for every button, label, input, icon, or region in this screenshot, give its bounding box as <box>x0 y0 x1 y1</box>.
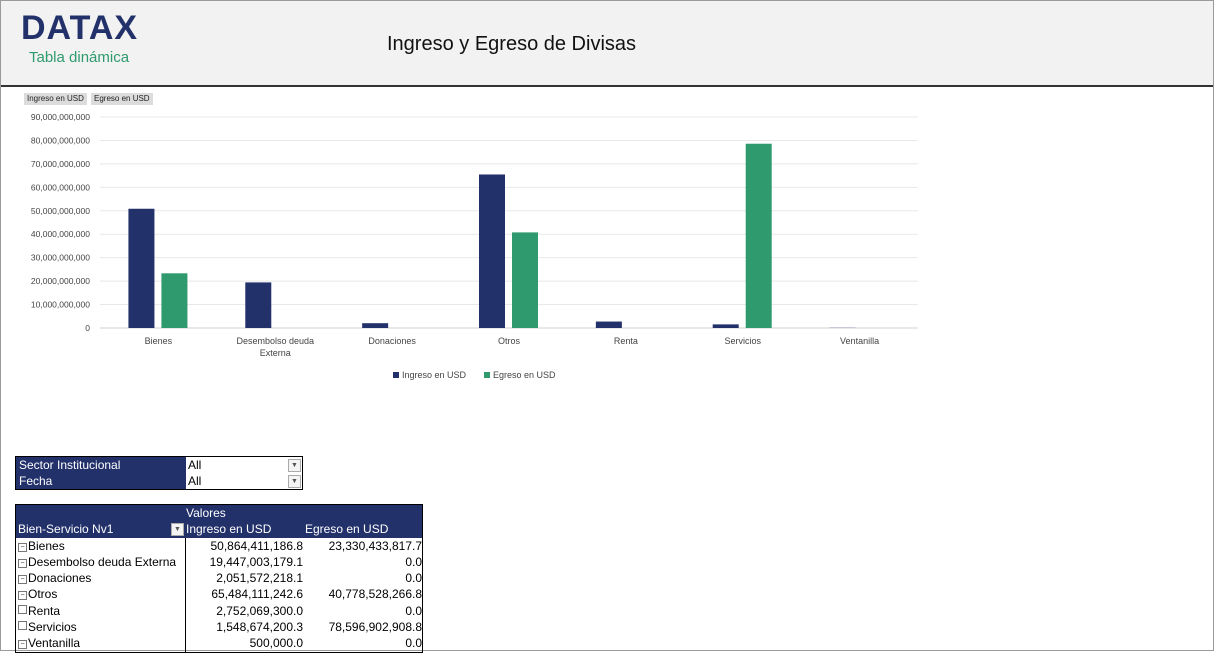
row-label: Otros <box>28 587 58 602</box>
table-row: − Ventanilla 500,000.0 0.0 <box>16 635 422 652</box>
filter-dropdown-icon[interactable]: ▼ <box>171 523 184 537</box>
y-tick-label: 90,000,000,000 <box>31 112 90 122</box>
expand-collapse-icon[interactable]: − <box>18 542 27 552</box>
x-tick-label: Ventanilla <box>840 336 879 346</box>
y-tick-label: 60,000,000,000 <box>31 182 90 192</box>
table-row: Renta 2,752,069,300.0 0.0 <box>16 602 422 620</box>
expand-collapse-icon[interactable]: − <box>18 591 27 601</box>
row-label: Bienes <box>28 538 65 553</box>
filter-panel: Sector Institucional All ▼ Fecha All ▼ <box>15 456 303 490</box>
expand-collapse-icon[interactable]: − <box>18 558 27 568</box>
table-row: − Bienes 50,864,411,186.8 23,330,433,817.7 <box>16 537 422 554</box>
filter-label: Sector Institucional <box>16 457 186 473</box>
bar-ingreso[interactable] <box>712 324 739 328</box>
x-tick-label: Desembolso deuda <box>237 336 315 346</box>
expand-collapse-icon[interactable] <box>18 621 27 631</box>
ingreso-cell: 65,484,111,242.6 <box>211 587 303 602</box>
y-tick-label: 50,000,000,000 <box>31 206 90 216</box>
filter-fecha: Fecha All ▼ <box>16 473 302 489</box>
bar-egreso[interactable] <box>745 143 772 328</box>
y-tick-label: 0 <box>85 323 90 333</box>
column-header: Ingreso en USD <box>186 522 272 537</box>
x-tick-label: Bienes <box>145 336 173 346</box>
bar-ingreso[interactable] <box>128 208 155 328</box>
table-row: − Otros 65,484,111,242.6 40,778,528,266.8 <box>16 586 422 603</box>
legend-swatch <box>393 372 399 378</box>
bar-ingreso[interactable] <box>245 282 272 328</box>
expand-collapse-icon[interactable]: − <box>18 640 27 650</box>
row-label: Renta <box>28 603 61 618</box>
filter-value: All <box>188 474 202 488</box>
bar-egreso[interactable] <box>161 273 188 328</box>
bar-egreso[interactable] <box>512 232 538 328</box>
row-label: Donaciones <box>28 571 92 586</box>
header: DATAX Tabla dinámica Ingreso y Egreso de… <box>1 1 1213 87</box>
filter-value: All <box>188 458 202 472</box>
y-tick-label: 40,000,000,000 <box>31 229 90 239</box>
column-header: Egreso en USD <box>305 522 389 537</box>
values-label: Valores <box>186 506 226 520</box>
bar-ingreso[interactable] <box>479 174 505 328</box>
filter-sector-dropdown[interactable]: All ▼ <box>186 457 302 473</box>
bar-ingreso[interactable] <box>362 323 389 328</box>
row-label: Desembolso deuda Externa <box>28 554 177 569</box>
filter-fecha-dropdown[interactable]: All ▼ <box>186 473 302 489</box>
field-button-ingreso[interactable]: Ingreso en USD <box>24 93 87 105</box>
expand-collapse-icon[interactable]: − <box>18 575 27 585</box>
x-tick-label: Servicios <box>724 336 761 346</box>
ingreso-cell: 19,447,003,179.1 <box>209 554 303 569</box>
legend-label: Ingreso en USD <box>402 370 467 380</box>
egreso-cell: 23,330,433,817.7 <box>328 538 422 553</box>
x-tick-label: Donaciones <box>368 336 416 346</box>
pivot-table: Valores Bien-Servicio Nv1 ▼ Ingreso en USD… <box>15 504 423 653</box>
x-tick-label: Otros <box>498 336 521 346</box>
subtitle: Tabla dinámica <box>29 49 130 66</box>
y-tick-label: 20,000,000,000 <box>31 276 90 286</box>
egreso-cell: 78,596,902,908.8 <box>328 620 422 635</box>
x-tick-label: Renta <box>614 336 638 346</box>
egreso-cell: 0.0 <box>405 636 422 651</box>
ingreso-cell: 500,000.0 <box>249 636 303 651</box>
table-row: − Donaciones 2,051,572,218.1 0.0 <box>16 570 422 587</box>
row-label: Servicios <box>28 620 77 635</box>
bar-ingreso[interactable] <box>595 321 622 328</box>
row-header: Bien-Servicio Nv1 <box>18 522 114 537</box>
y-tick-label: 10,000,000,000 <box>31 300 90 310</box>
ingreso-cell: 2,051,572,218.1 <box>216 571 303 586</box>
egreso-cell: 40,778,528,266.8 <box>328 587 422 602</box>
x-tick-label: Externa <box>260 348 291 358</box>
ingreso-cell: 50,864,411,186.8 <box>210 538 303 553</box>
bar-chart: 0 10,000,000,000 20,000,000,000 30,000,000,… <box>31 112 918 380</box>
legend-label: Egreso en USD <box>493 370 556 380</box>
egreso-cell: 0.0 <box>405 603 422 618</box>
filter-sector: Sector Institucional All ▼ <box>16 457 302 473</box>
filter-label: Fecha <box>16 473 186 489</box>
egreso-cell: 0.0 <box>405 554 422 569</box>
chevron-down-icon[interactable]: ▼ <box>288 475 301 488</box>
y-tick-label: 80,000,000,000 <box>31 135 90 145</box>
table-row: − Desembolso deuda Externa 19,447,003,179.… <box>16 553 422 571</box>
expand-collapse-icon[interactable] <box>18 604 27 614</box>
table-row: Servicios 1,548,674,200.3 78,596,902,908.8 <box>16 619 422 636</box>
bar-ingreso[interactable] <box>829 327 856 328</box>
egreso-cell: 0.0 <box>405 571 422 586</box>
y-tick-label: 70,000,000,000 <box>31 159 90 169</box>
logo: DATAX <box>21 9 139 47</box>
ingreso-cell: 1,548,674,200.3 <box>216 620 303 635</box>
y-tick-label: 30,000,000,000 <box>31 253 90 263</box>
row-label: Ventanilla <box>28 636 81 651</box>
page-title: Ingreso y Egreso de Divisas <box>387 33 637 55</box>
chevron-down-icon[interactable]: ▼ <box>288 459 301 472</box>
legend-swatch <box>484 372 490 378</box>
field-button-egreso[interactable]: Egreso en USD <box>91 93 153 105</box>
ingreso-cell: 2,752,069,300.0 <box>216 603 303 618</box>
